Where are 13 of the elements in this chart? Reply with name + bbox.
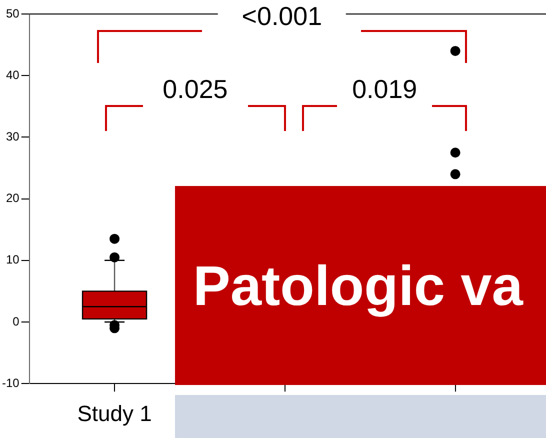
y-tick-label: 40 bbox=[6, 68, 20, 82]
annotation: 0.025 bbox=[156, 74, 234, 104]
y-tick-label: 20 bbox=[6, 191, 20, 206]
y-tick-label: 50 bbox=[6, 6, 20, 20]
annotation: 0.019 bbox=[346, 74, 424, 104]
annotation: Patologic va bbox=[193, 254, 523, 317]
x-tick-label: Study 1 bbox=[77, 400, 152, 426]
y-tick-label: 30 bbox=[6, 130, 20, 144]
annotation: <0.001 bbox=[218, 1, 346, 31]
y-tick-label: 0 bbox=[12, 314, 20, 328]
y-tick-label: -10 bbox=[2, 376, 20, 390]
banner: Patologic va bbox=[175, 186, 546, 385]
y-tick-label: 10 bbox=[6, 252, 20, 267]
